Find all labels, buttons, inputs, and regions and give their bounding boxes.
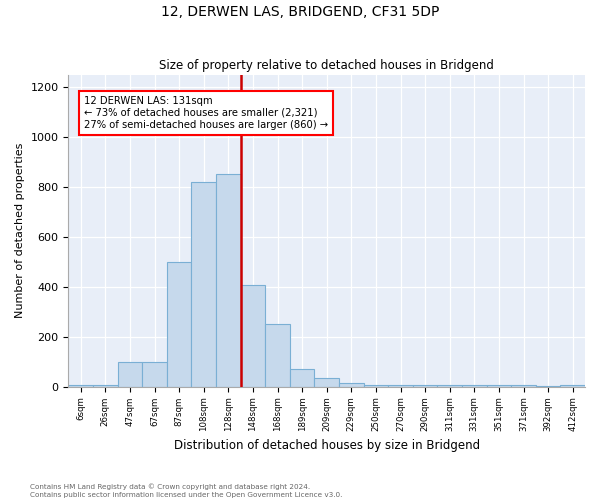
- Bar: [142, 362, 167, 386]
- Bar: [290, 369, 314, 386]
- Bar: [339, 383, 364, 386]
- Text: 12 DERWEN LAS: 131sqm
← 73% of detached houses are smaller (2,321)
27% of semi-d: 12 DERWEN LAS: 131sqm ← 73% of detached …: [84, 96, 328, 130]
- Bar: [314, 378, 339, 386]
- Bar: [241, 286, 265, 386]
- Bar: [388, 384, 413, 386]
- Text: Contains HM Land Registry data © Crown copyright and database right 2024.
Contai: Contains HM Land Registry data © Crown c…: [30, 484, 343, 498]
- Bar: [118, 362, 142, 386]
- Y-axis label: Number of detached properties: Number of detached properties: [15, 143, 25, 318]
- Bar: [216, 174, 241, 386]
- Bar: [191, 182, 216, 386]
- Bar: [265, 324, 290, 386]
- Title: Size of property relative to detached houses in Bridgend: Size of property relative to detached ho…: [159, 59, 494, 72]
- X-axis label: Distribution of detached houses by size in Bridgend: Distribution of detached houses by size …: [173, 440, 480, 452]
- Text: 12, DERWEN LAS, BRIDGEND, CF31 5DP: 12, DERWEN LAS, BRIDGEND, CF31 5DP: [161, 5, 439, 19]
- Bar: [364, 384, 388, 386]
- Bar: [167, 262, 191, 386]
